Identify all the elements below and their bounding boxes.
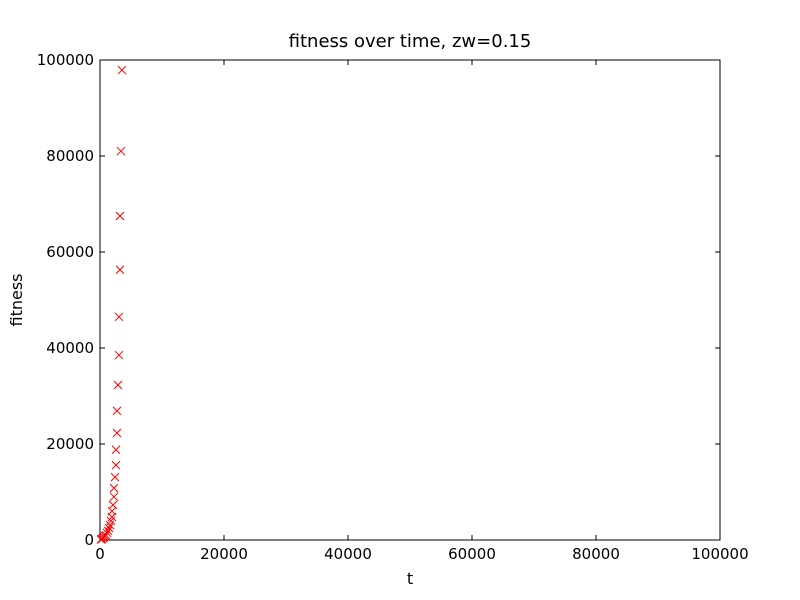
marker — [112, 428, 122, 438]
marker — [109, 483, 119, 493]
marker — [114, 350, 124, 360]
y-tick-label: 40000 — [46, 339, 94, 357]
marker — [111, 445, 121, 455]
marker — [110, 472, 120, 482]
x-tick-label: 60000 — [448, 545, 496, 563]
y-tick-label: 20000 — [46, 435, 94, 453]
marker — [108, 500, 118, 510]
y-axis-label: fitness — [7, 273, 26, 326]
marker — [102, 528, 112, 538]
y-tick-label: 80000 — [46, 147, 94, 165]
marker — [104, 523, 114, 533]
plot-frame — [99, 59, 721, 541]
marker — [114, 312, 124, 322]
marker — [111, 460, 121, 470]
x-tick-label: 80000 — [572, 545, 620, 563]
marker — [103, 526, 113, 536]
marker — [101, 530, 111, 540]
marker — [117, 65, 127, 75]
x-axis-label: t — [407, 569, 413, 588]
y-tick-label: 60000 — [46, 243, 94, 261]
marker — [113, 380, 123, 390]
chart-title: fitness over time, zw=0.15 — [289, 31, 532, 52]
marker — [115, 211, 125, 221]
x-tick-label: 0 — [95, 545, 105, 563]
marker — [115, 265, 125, 275]
x-tick-label: 40000 — [324, 545, 372, 563]
x-tick-label: 20000 — [200, 545, 248, 563]
y-tick-label: 100000 — [37, 51, 94, 69]
marker — [109, 492, 119, 502]
x-tick-label: 100000 — [691, 545, 748, 563]
marker — [112, 406, 122, 416]
marker — [116, 146, 126, 156]
y-tick-label: 0 — [84, 531, 94, 549]
